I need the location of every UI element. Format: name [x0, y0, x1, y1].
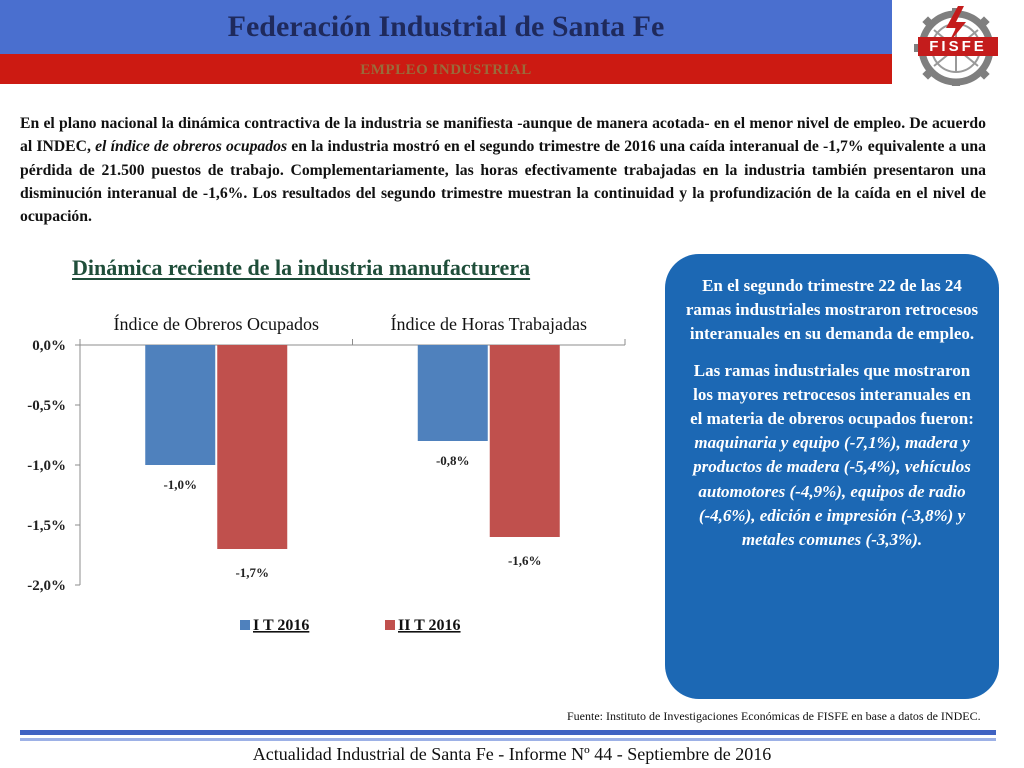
data-label: -1,7%: [235, 565, 269, 580]
legend-label: II T 2016: [398, 617, 461, 634]
section-subtitle: EMPLEO INDUSTRIAL: [360, 62, 532, 78]
y-tick-label: 0,0%: [32, 338, 66, 354]
bar-it-2016: [417, 345, 488, 441]
bar-chart: 0,0% -0,5% -1,0% -1,5% -2,0% Índice de Obrero…: [27, 313, 626, 634]
callout-paragraph-2: Las ramas industriales que mostraron los…: [690, 360, 974, 429]
source-note: Fuente: Instituto de Investigaciones Eco…: [567, 709, 981, 723]
bar-iit-2016: [217, 345, 288, 549]
data-label: -1,0%: [163, 477, 197, 492]
page-title: Federación Industrial de Santa Fe: [227, 10, 665, 43]
legend-label: I T 2016: [253, 617, 309, 634]
lightning-icon: [946, 6, 966, 44]
y-tick-label: -1,0%: [27, 458, 66, 474]
intro-emphasis: el índice de obreros ocupados: [95, 138, 288, 156]
y-tick-label: -0,5%: [27, 398, 66, 414]
callout-box: En el segundo trimestre 22 de las 24 ram…: [665, 254, 999, 699]
y-tick-label: -1,5%: [27, 518, 66, 534]
bar-it-2016: [145, 345, 216, 465]
chart-heading: Dinámica reciente de la industria manufa…: [72, 255, 531, 280]
legend-swatch: [240, 620, 250, 630]
callout-paragraph-1: En el segundo trimestre 22 de las 24 ram…: [685, 276, 979, 344]
footer-rule-light: [20, 738, 996, 741]
category-label: Índice de Obreros Ocupados: [114, 313, 319, 334]
data-label: -1,6%: [508, 553, 542, 568]
data-label: -0,8%: [436, 453, 470, 468]
legend-swatch: [385, 620, 395, 630]
callout-text: En el segundo trimestre 22 de las 24 ram…: [685, 274, 979, 552]
intro-paragraph: En el plano nacional la dinámica contrac…: [20, 112, 986, 228]
logo-text: FISFE: [918, 37, 998, 56]
header-blue-band: [0, 0, 892, 54]
header-red-band: [0, 54, 892, 84]
footer-rule: [20, 730, 996, 735]
bar-iit-2016: [489, 345, 560, 537]
intro-text-part1: En el plano nacional la dinámica contrac…: [20, 115, 986, 156]
callout-branch-list: maquinaria y equipo (-7,1%), madera y pr…: [693, 433, 971, 550]
header-banner: Federación Industrial de Santa Fe EMPLEO…: [0, 0, 892, 84]
footer-text: Actualidad Industrial de Santa Fe - Info…: [252, 744, 772, 764]
category-label: Índice de Horas Trabajadas: [391, 313, 587, 334]
y-tick-label: -2,0%: [27, 578, 66, 594]
intro-text-part2: en la industria mostró en el segundo tri…: [20, 138, 986, 226]
